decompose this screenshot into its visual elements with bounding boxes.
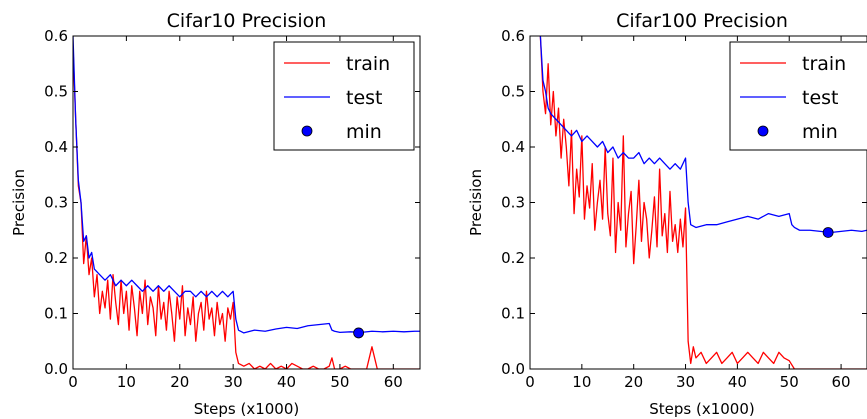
series-group [73, 36, 420, 369]
chart-title: Cifar10 Precision [167, 10, 327, 32]
series-line-test [73, 36, 420, 334]
legend-label-test: test [802, 87, 839, 109]
y-tick-label: 0.5 [44, 83, 68, 101]
x-tick-label: 60 [832, 373, 851, 391]
min-marker [822, 227, 834, 238]
x-tick-label: 50 [780, 373, 799, 391]
legend: train test min [729, 41, 867, 151]
y-tick-label: 0.2 [44, 249, 68, 267]
legend-label-min: min [802, 121, 838, 143]
x-tick-label: 10 [572, 373, 591, 391]
y-tick-label: 0.0 [501, 360, 525, 378]
x-tick-label: 20 [170, 373, 189, 391]
series-group [539, 36, 867, 369]
chart-1: 0 10 20 30 40 50 60 0.0 0.1 0.2 0.3 0.4 0.5 0.6 Cifar1… [467, 10, 867, 418]
x-tick-label: 60 [384, 373, 403, 391]
x-tick-label: 10 [117, 373, 136, 391]
y-tick-label: 0.0 [44, 360, 68, 378]
y-tick-label: 0.1 [501, 305, 525, 323]
y-axis-label: Precision [10, 169, 28, 236]
x-tick-label: 40 [277, 373, 296, 391]
legend-label-train: train [346, 53, 390, 75]
y-tick-label: 0.6 [44, 27, 68, 45]
legend-box [729, 41, 867, 151]
x-tick-label: 20 [624, 373, 643, 391]
y-tick-label: 0.5 [501, 83, 525, 101]
y-tick-label: 0.6 [501, 27, 525, 45]
series-line-test [539, 36, 867, 234]
y-tick-label: 0.4 [44, 138, 68, 156]
x-tick-label: 30 [676, 373, 695, 391]
y-tick-label: 0.3 [501, 194, 525, 212]
x-tick-label: 40 [728, 373, 747, 391]
x-tick-label: 0 [525, 373, 535, 391]
legend-label-test: test [346, 87, 383, 109]
x-axis-label: Steps (x1000) [649, 400, 755, 418]
legend-box [273, 41, 415, 151]
series-line-train [539, 36, 867, 369]
x-tick-label: 50 [330, 373, 349, 391]
min-marker [353, 327, 365, 339]
y-tick-label: 0.4 [501, 138, 525, 156]
y-tick-label: 0.3 [44, 194, 68, 212]
legend-label-train: train [802, 53, 846, 75]
y-axis-label: Precision [467, 169, 485, 236]
x-tick-label: 30 [224, 373, 243, 391]
chart-0: 0 10 20 30 40 50 60 0.0 0.1 0.2 0.3 0.4 0.5 0.6 Cifar1… [10, 10, 421, 418]
series-line-train [73, 47, 420, 369]
x-axis-label: Steps (x1000) [194, 400, 300, 418]
legend: train test min [273, 41, 415, 151]
legend-label-min: min [346, 121, 382, 143]
legend-swatch-min [301, 125, 313, 137]
chart-title: Cifar100 Precision [616, 10, 788, 32]
legend-swatch-min [757, 125, 769, 137]
y-tick-label: 0.2 [501, 249, 525, 267]
y-tick-label: 0.1 [44, 305, 68, 323]
x-tick-label: 0 [68, 373, 78, 391]
